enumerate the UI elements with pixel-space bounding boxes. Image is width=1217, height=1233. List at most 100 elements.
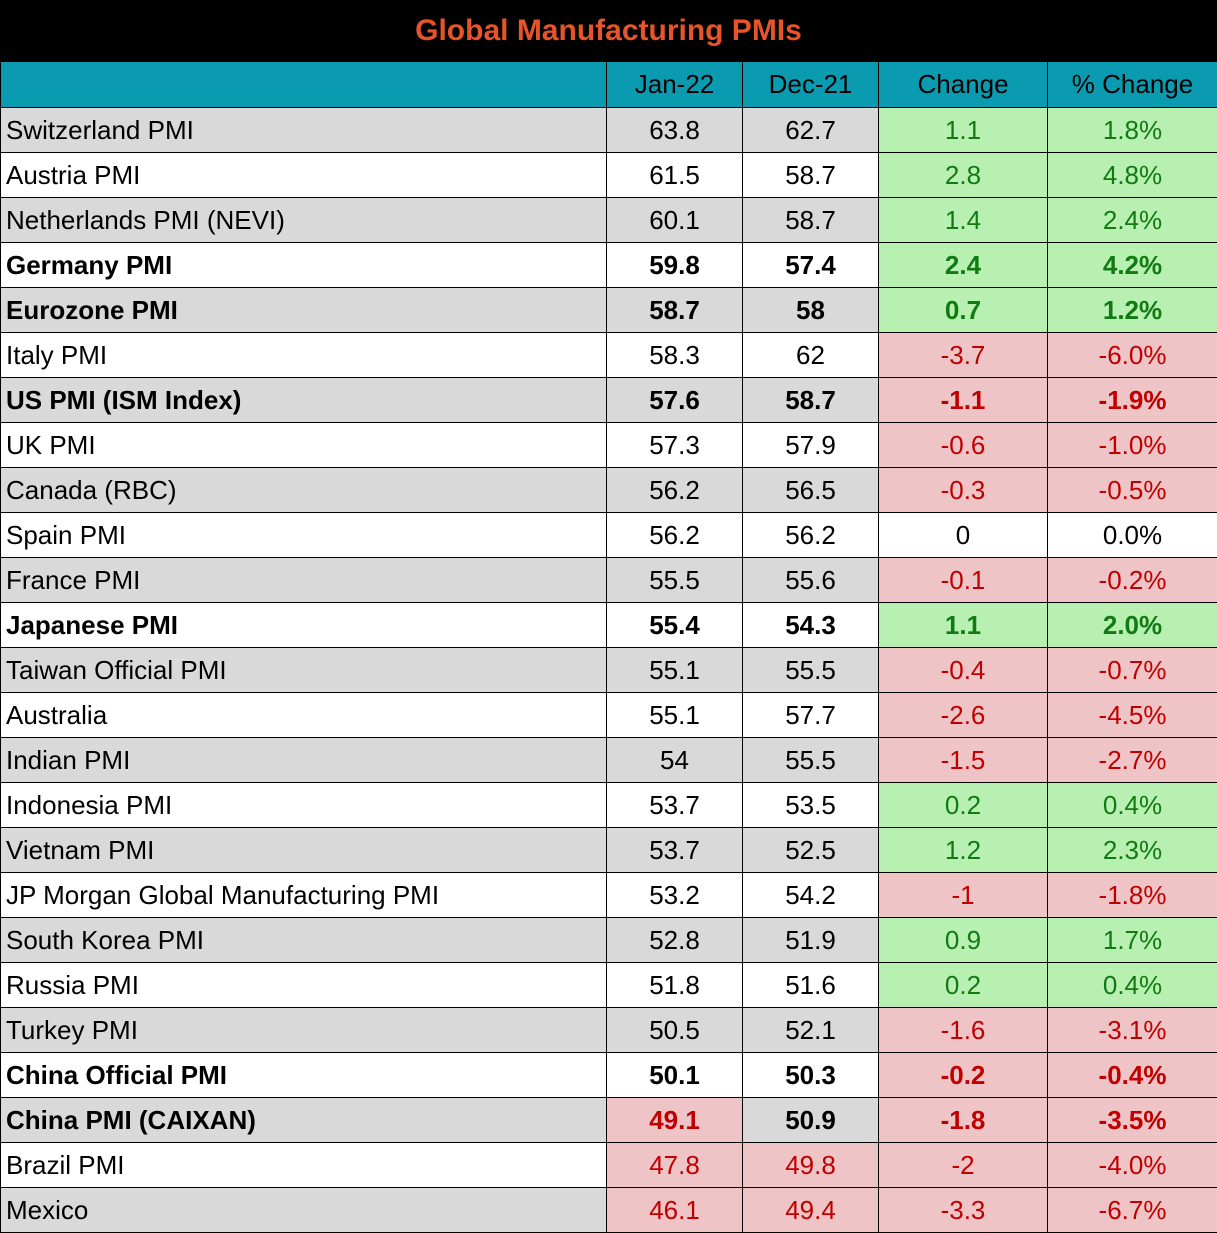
cell-change: -2 — [878, 1142, 1048, 1188]
cell-change: 2.4 — [878, 242, 1048, 288]
cell-name: Australia — [0, 692, 607, 738]
cell-name: JP Morgan Global Manufacturing PMI — [0, 872, 607, 918]
cell-pct-change: -0.5% — [1047, 467, 1217, 513]
cell-dec-21: 58 — [742, 287, 879, 333]
cell-jan-22: 55.4 — [606, 602, 743, 648]
cell-pct-change: 2.0% — [1047, 602, 1217, 648]
cell-change: 0.7 — [878, 287, 1048, 333]
cell-pct-change: 0.4% — [1047, 962, 1217, 1008]
table-row: Indian PMI 54 55.5 -1.5 -2.7% — [0, 737, 1217, 783]
cell-name: UK PMI — [0, 422, 607, 468]
cell-pct-change: 0.0% — [1047, 512, 1217, 558]
cell-name: Italy PMI — [0, 332, 607, 378]
table-row: Japanese PMI 55.4 54.3 1.1 2.0% — [0, 602, 1217, 648]
cell-dec-21: 58.7 — [742, 152, 879, 198]
cell-pct-change: -0.7% — [1047, 647, 1217, 693]
cell-change: 1.1 — [878, 107, 1048, 153]
cell-jan-22: 50.1 — [606, 1052, 743, 1098]
cell-change: 1.2 — [878, 827, 1048, 873]
cell-name: Germany PMI — [0, 242, 607, 288]
cell-name: Japanese PMI — [0, 602, 607, 648]
table-row: Taiwan Official PMI 55.1 55.5 -0.4 -0.7% — [0, 647, 1217, 693]
cell-jan-22: 60.1 — [606, 197, 743, 243]
cell-change: -0.1 — [878, 557, 1048, 603]
cell-dec-21: 54.2 — [742, 872, 879, 918]
table-row: Germany PMI 59.8 57.4 2.4 4.2% — [0, 242, 1217, 288]
cell-jan-22: 53.2 — [606, 872, 743, 918]
cell-name: Russia PMI — [0, 962, 607, 1008]
cell-dec-21: 57.4 — [742, 242, 879, 288]
table-row: Brazil PMI 47.8 49.8 -2 -4.0% — [0, 1142, 1217, 1188]
cell-name: South Korea PMI — [0, 917, 607, 963]
cell-name: Spain PMI — [0, 512, 607, 558]
cell-jan-22: 57.6 — [606, 377, 743, 423]
cell-change: -1.6 — [878, 1007, 1048, 1053]
cell-pct-change: -2.7% — [1047, 737, 1217, 783]
cell-dec-21: 58.7 — [742, 377, 879, 423]
cell-pct-change: 4.8% — [1047, 152, 1217, 198]
cell-name: Netherlands PMI (NEVI) — [0, 197, 607, 243]
table-row: Mexico 46.1 49.4 -3.3 -6.7% — [0, 1187, 1217, 1233]
cell-dec-21: 50.3 — [742, 1052, 879, 1098]
cell-name: Indonesia PMI — [0, 782, 607, 828]
cell-change: -0.6 — [878, 422, 1048, 468]
cell-pct-change: 1.8% — [1047, 107, 1217, 153]
cell-dec-21: 62.7 — [742, 107, 879, 153]
header-cell-dec: Dec-21 — [742, 61, 879, 108]
table-row: Eurozone PMI 58.7 58 0.7 1.2% — [0, 287, 1217, 333]
cell-name: China Official PMI — [0, 1052, 607, 1098]
cell-jan-22: 50.5 — [606, 1007, 743, 1053]
cell-jan-22: 58.3 — [606, 332, 743, 378]
cell-jan-22: 46.1 — [606, 1187, 743, 1233]
cell-change: -1.1 — [878, 377, 1048, 423]
table-row: Russia PMI 51.8 51.6 0.2 0.4% — [0, 962, 1217, 1008]
header-cell-change: Change — [878, 61, 1048, 108]
cell-dec-21: 51.9 — [742, 917, 879, 963]
cell-name: China PMI (CAIXAN) — [0, 1097, 607, 1143]
cell-change: -0.2 — [878, 1052, 1048, 1098]
cell-jan-22: 58.7 — [606, 287, 743, 333]
cell-name: Canada (RBC) — [0, 467, 607, 513]
cell-dec-21: 55.6 — [742, 557, 879, 603]
cell-dec-21: 58.7 — [742, 197, 879, 243]
table-body: Switzerland PMI 63.8 62.7 1.1 1.8% Austria PM… — [0, 107, 1217, 1233]
cell-dec-21: 55.5 — [742, 737, 879, 783]
table-row: Indonesia PMI 53.7 53.5 0.2 0.4% — [0, 782, 1217, 828]
header-cell-jan: Jan-22 — [606, 61, 743, 108]
cell-change: -1 — [878, 872, 1048, 918]
cell-dec-21: 52.1 — [742, 1007, 879, 1053]
cell-pct-change: -3.1% — [1047, 1007, 1217, 1053]
cell-pct-change: -4.0% — [1047, 1142, 1217, 1188]
cell-dec-21: 55.5 — [742, 647, 879, 693]
cell-change: -3.3 — [878, 1187, 1048, 1233]
table-row: JP Morgan Global Manufacturing PMI 53.2 54… — [0, 872, 1217, 918]
cell-pct-change: -4.5% — [1047, 692, 1217, 738]
cell-jan-22: 49.1 — [606, 1097, 743, 1143]
table-row: US PMI (ISM Index) 57.6 58.7 -1.1 -1.9% — [0, 377, 1217, 423]
cell-jan-22: 54 — [606, 737, 743, 783]
table-row: China Official PMI 50.1 50.3 -0.2 -0.4% — [0, 1052, 1217, 1098]
table-row: Vietnam PMI 53.7 52.5 1.2 2.3% — [0, 827, 1217, 873]
cell-dec-21: 52.5 — [742, 827, 879, 873]
cell-dec-21: 53.5 — [742, 782, 879, 828]
cell-jan-22: 51.8 — [606, 962, 743, 1008]
cell-dec-21: 56.2 — [742, 512, 879, 558]
cell-pct-change: -0.4% — [1047, 1052, 1217, 1098]
cell-jan-22: 52.8 — [606, 917, 743, 963]
cell-name: Mexico — [0, 1187, 607, 1233]
cell-name: France PMI — [0, 557, 607, 603]
table-row: Italy PMI 58.3 62 -3.7 -6.0% — [0, 332, 1217, 378]
header-cell-name — [0, 61, 607, 108]
cell-dec-21: 56.5 — [742, 467, 879, 513]
cell-dec-21: 49.4 — [742, 1187, 879, 1233]
table-row: Switzerland PMI 63.8 62.7 1.1 1.8% — [0, 107, 1217, 153]
table-row: Netherlands PMI (NEVI) 60.1 58.7 1.4 2.4% — [0, 197, 1217, 243]
cell-pct-change: 1.7% — [1047, 917, 1217, 963]
cell-jan-22: 53.7 — [606, 827, 743, 873]
cell-name: Taiwan Official PMI — [0, 647, 607, 693]
cell-jan-22: 59.8 — [606, 242, 743, 288]
cell-pct-change: -6.7% — [1047, 1187, 1217, 1233]
cell-dec-21: 54.3 — [742, 602, 879, 648]
cell-change: 0 — [878, 512, 1048, 558]
